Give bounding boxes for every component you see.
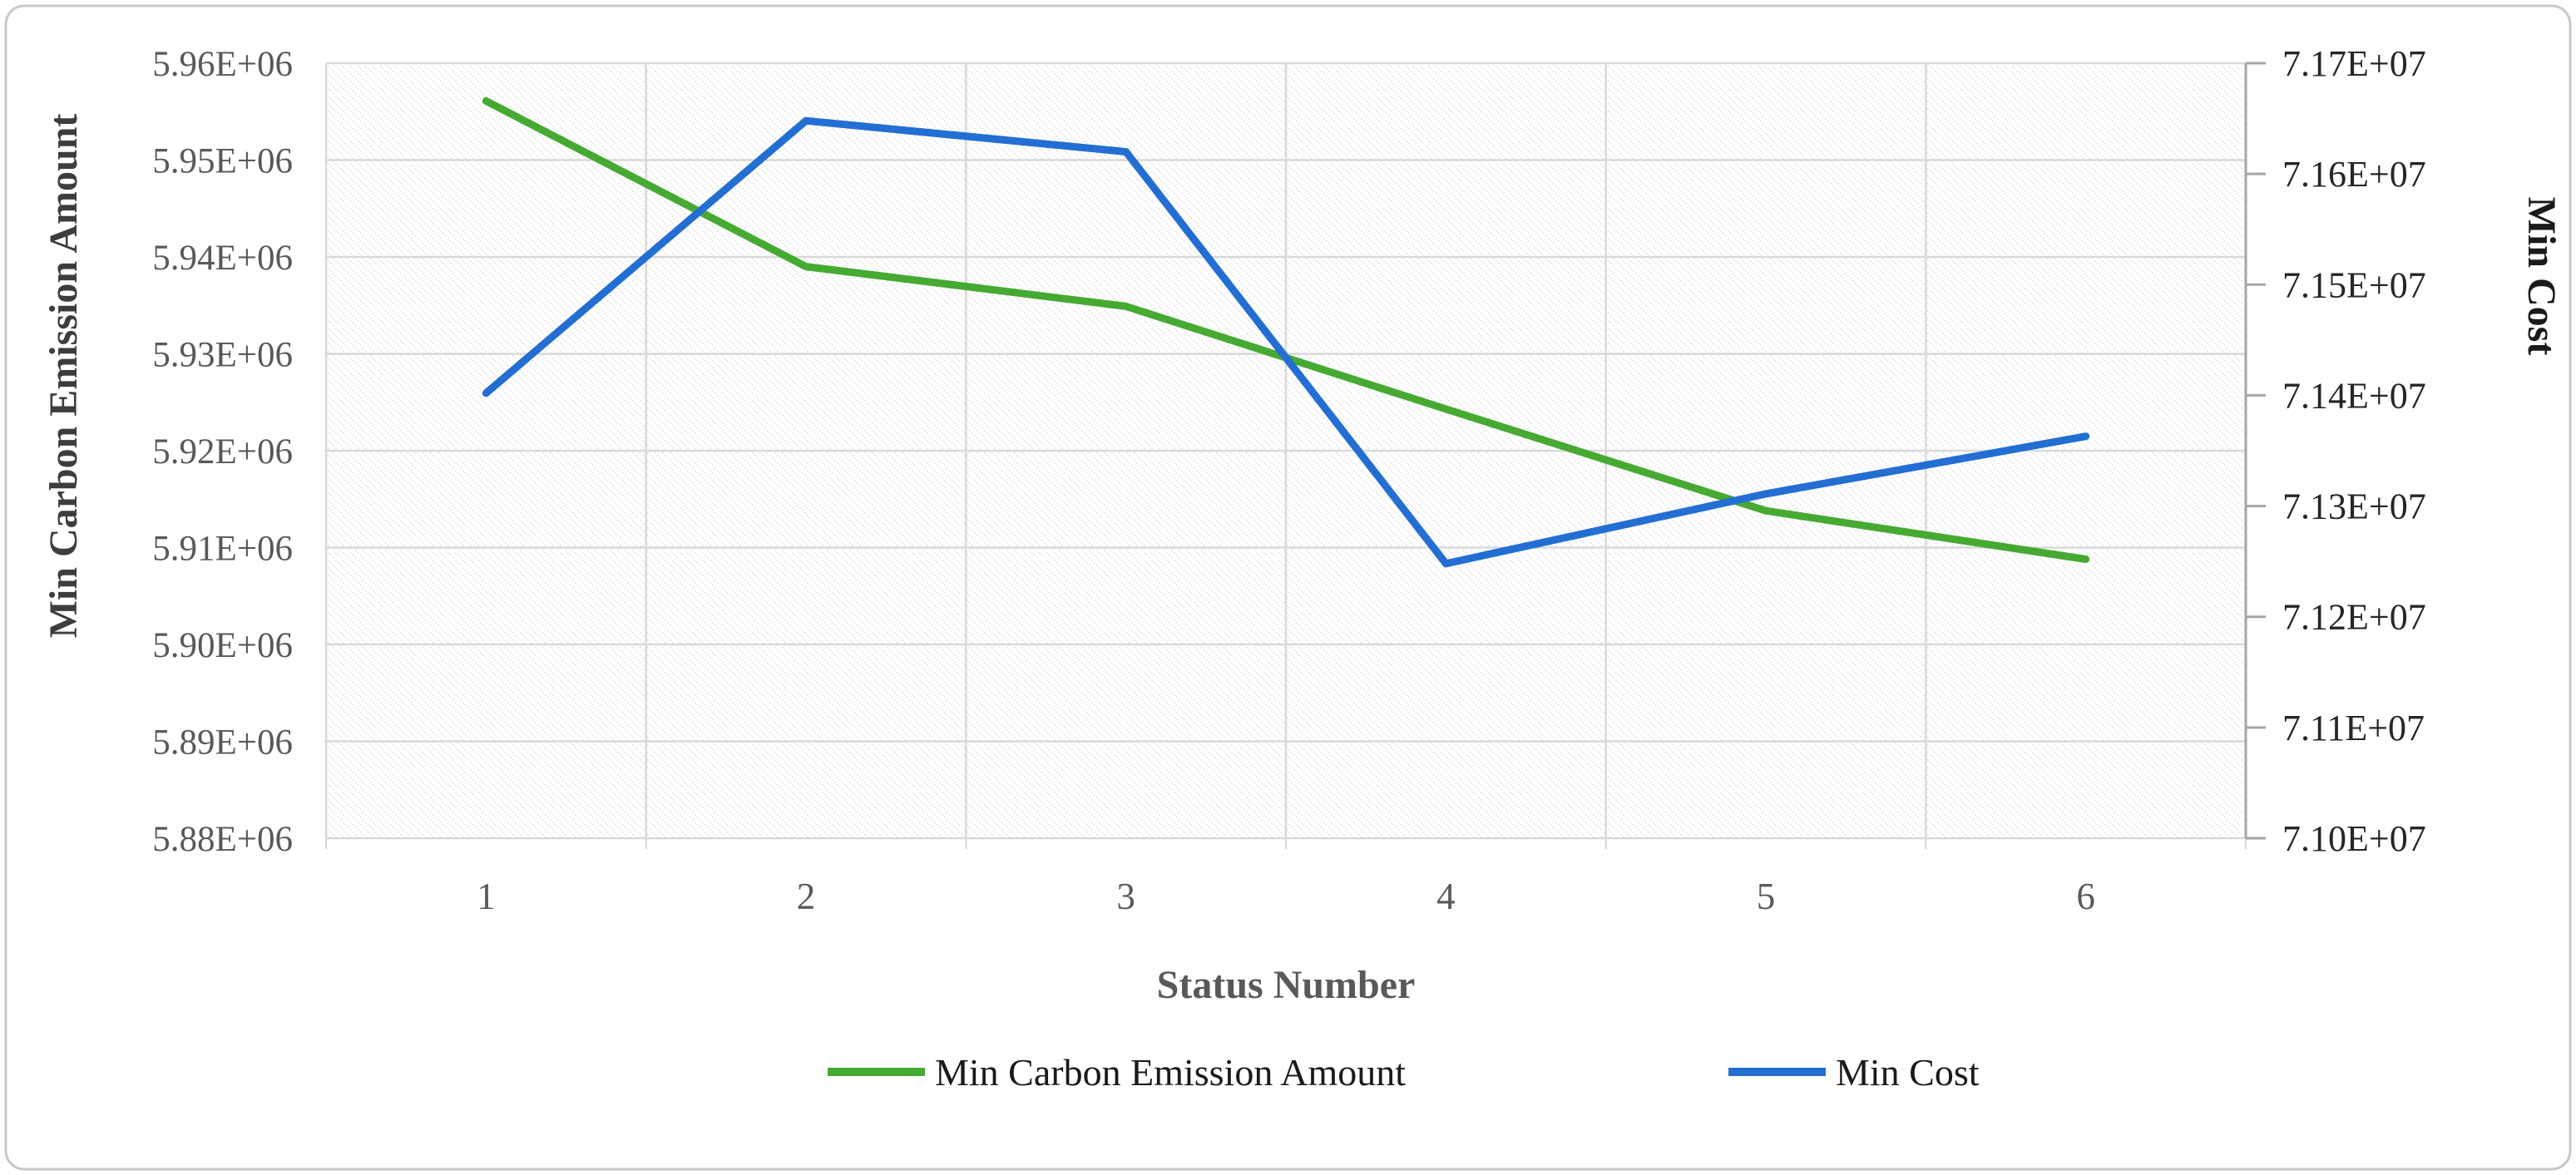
left-axis-tick-label: 5.89E+06	[152, 723, 293, 763]
left-axis-tick-label: 5.93E+06	[152, 336, 293, 375]
left-axis-tick-label: 5.91E+06	[152, 530, 293, 569]
right-axis-tick-label: 7.13E+07	[2282, 486, 2426, 527]
right-axis-tick-label: 7.16E+07	[2282, 154, 2426, 195]
x-axis-tick-label: 3	[1116, 876, 1135, 917]
axes	[324, 62, 2266, 849]
legend-item: Min Cost	[1728, 1051, 1980, 1094]
legend-label: Min Cost	[1836, 1051, 1980, 1094]
right-axis-tick-label: 7.17E+07	[2282, 43, 2426, 84]
x-axis-tick-label: 2	[797, 876, 816, 917]
legend-label: Min Carbon Emission Amount	[935, 1051, 1406, 1094]
left-axis-tick-label: 5.88E+06	[152, 820, 293, 859]
right-axis-tick-label: 7.10E+07	[2282, 818, 2426, 859]
right-axis-tick-label: 7.11E+07	[2282, 708, 2425, 748]
left-axis-tick-label: 5.96E+06	[152, 45, 293, 84]
series-lines	[482, 96, 2090, 568]
left-axis-tick-label: 5.94E+06	[152, 239, 293, 278]
axis-tick-labels: 5.96E+06 5.95E+06 5.94E+06 5.93E+06 5.92E+06…	[152, 43, 2425, 917]
series-line-min-cost	[482, 116, 2090, 568]
right-axis-tick-label: 7.14E+07	[2282, 375, 2426, 416]
x-axis-tick-label: 1	[477, 876, 496, 917]
left-axis-tick-label: 5.95E+06	[152, 142, 293, 181]
legend-item: Min Carbon Emission Amount	[828, 1051, 1406, 1094]
x-axis-tick-label: 5	[1757, 876, 1776, 917]
x-axis-tick-label: 6	[2076, 876, 2095, 917]
x-axis-tick-label: 4	[1436, 876, 1456, 917]
legend: Min Carbon Emission Amount Min Cost	[828, 1051, 1980, 1094]
left-axis-tick-label: 5.92E+06	[152, 432, 293, 471]
left-axis-tick-label: 5.90E+06	[152, 626, 293, 665]
right-axis-tick-label: 7.15E+07	[2282, 264, 2426, 305]
x-axis-title: Status Number	[1157, 963, 1416, 1007]
right-axis-title: Min Cost	[2519, 197, 2564, 356]
left-axis-title: Min Carbon Emission Amount	[42, 114, 86, 639]
right-axis-tick-label: 7.12E+07	[2282, 597, 2426, 638]
